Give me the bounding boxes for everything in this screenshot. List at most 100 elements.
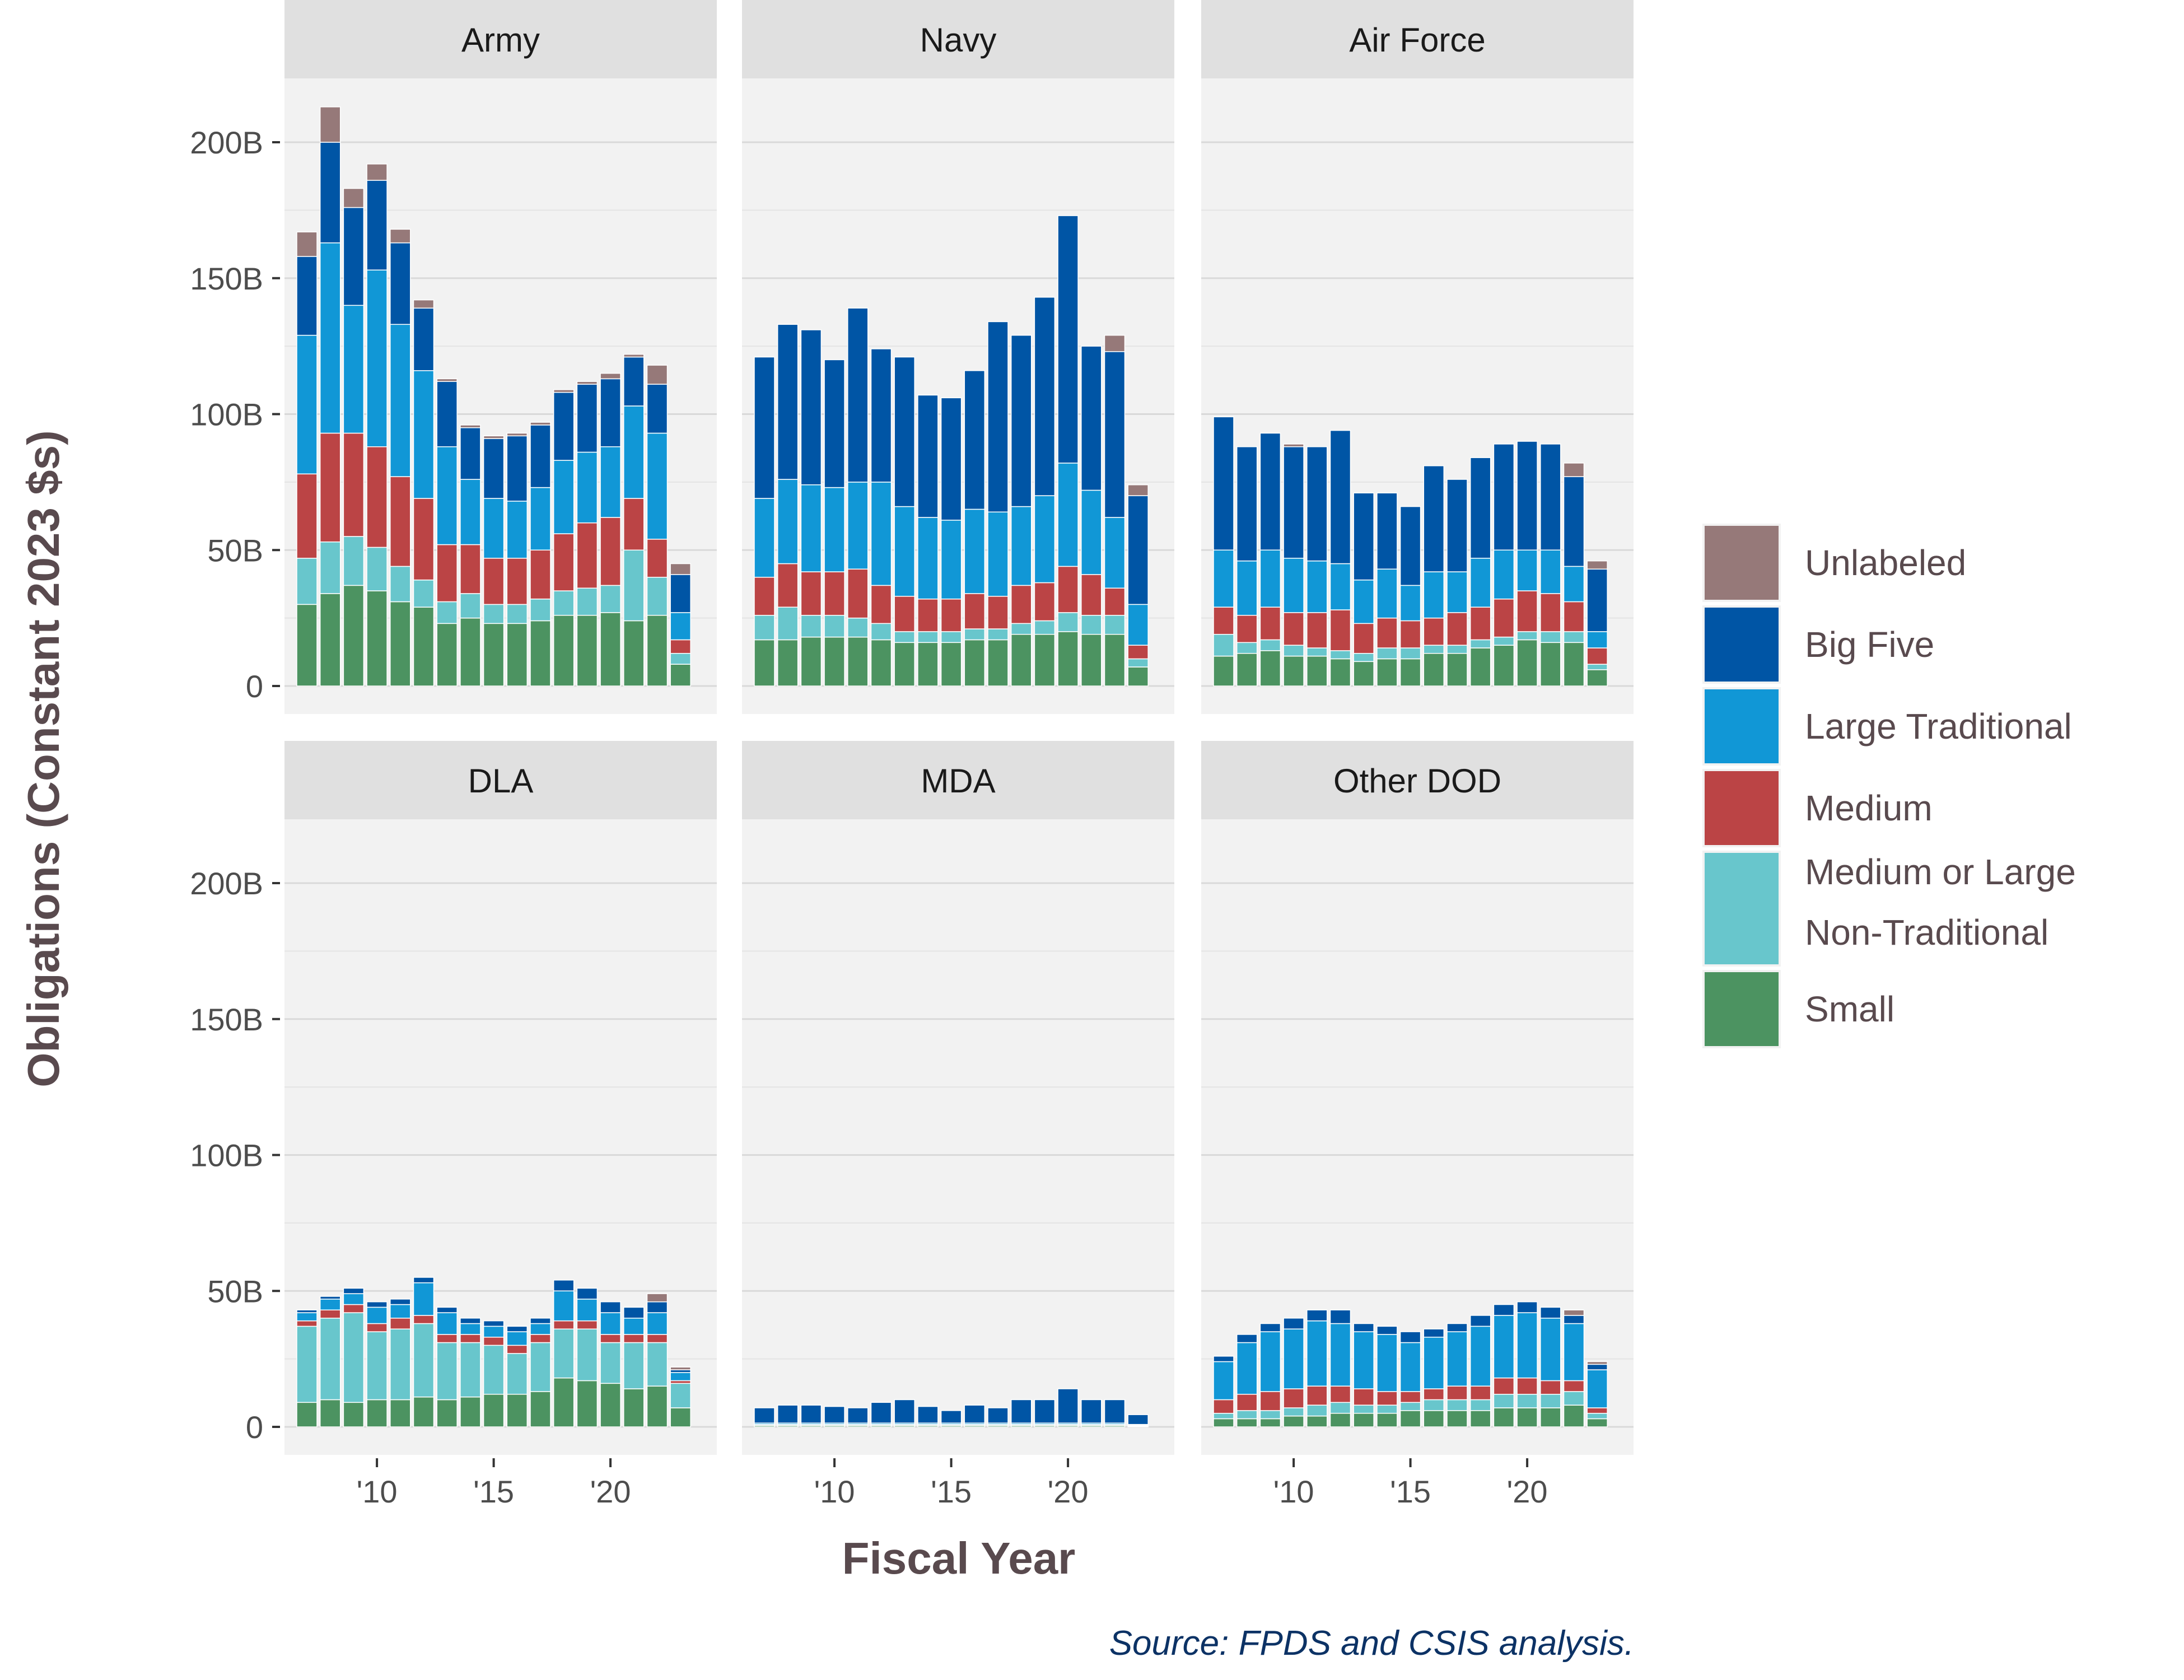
legend-label: Non-Traditional	[1805, 912, 2048, 953]
bar-segment-big-five	[506, 1326, 528, 1332]
bar-segment-small	[1540, 1407, 1561, 1427]
bar-segment-medium-or-large-non-traditional	[483, 1345, 505, 1395]
bar-segment-medium	[1423, 1388, 1445, 1401]
bar-segment-medium-or-large-non-traditional	[623, 549, 645, 622]
bar-segment-big-five	[600, 378, 621, 447]
bar-segment-medium	[870, 585, 892, 624]
bar-segment-medium	[1399, 620, 1421, 648]
bar-segment-large-traditional	[1057, 463, 1079, 567]
bar-segment-big-five	[777, 324, 799, 480]
bar-segment-medium	[1353, 1388, 1374, 1406]
bar-segment-big-five	[460, 1318, 481, 1324]
bar-segment-big-five	[1057, 215, 1079, 464]
bar-segment-big-five	[1586, 1364, 1608, 1370]
bar-segment-medium-or-large-non-traditional	[1446, 645, 1468, 654]
bar-segment-large-traditional	[1376, 1334, 1398, 1392]
bar-segment-small	[1034, 634, 1056, 687]
facet-strip-label: Other DOD	[1333, 762, 1501, 800]
bar-segment-unlabeled	[1586, 560, 1608, 570]
bar-segment-medium	[824, 571, 845, 616]
bar-segment-big-five	[1259, 432, 1281, 550]
bar-segment-medium-or-large-non-traditional	[894, 631, 915, 643]
bar-segment-large-traditional	[576, 1299, 598, 1322]
legend-label: Small	[1805, 989, 1894, 1029]
bar-segment-large-traditional	[1376, 568, 1398, 619]
bar-segment-medium-or-large-non-traditional	[436, 1342, 458, 1401]
bar-segment-unlabeled	[460, 424, 481, 428]
bar-segment-large-traditional	[777, 479, 799, 564]
bar-segment-small	[1283, 1415, 1304, 1427]
bar-segment-large-traditional	[1259, 549, 1281, 608]
bar-segment-medium	[1081, 574, 1102, 616]
bar-segment-medium	[343, 1304, 365, 1313]
bar-segment-medium-or-large-non-traditional	[623, 1342, 645, 1389]
bar-segment-big-five	[413, 1277, 435, 1284]
bar-segment-medium-or-large-non-traditional	[1353, 1404, 1374, 1414]
bar-segment-big-five	[964, 370, 986, 510]
bar-segment-big-five	[964, 1404, 986, 1424]
bar-segment-large-traditional	[940, 520, 962, 600]
bar-segment-medium-or-large-non-traditional	[319, 541, 341, 594]
bar-segment-big-five	[1104, 1399, 1126, 1424]
bar-segment-medium-or-large-non-traditional	[1423, 645, 1445, 654]
bar-segment-small	[343, 1402, 365, 1427]
bar-segment-large-traditional	[964, 508, 986, 594]
bar-segment-medium-or-large-non-traditional	[1586, 664, 1608, 670]
bar-segment-small	[1353, 661, 1374, 687]
bar-segment-medium-or-large-non-traditional	[506, 1353, 528, 1395]
bar-segment-big-five	[940, 397, 962, 521]
bar-segment-large-traditional	[1213, 549, 1234, 608]
bar-segment-medium-or-large-non-traditional	[343, 536, 365, 586]
bar-segment-big-five	[436, 381, 458, 447]
bar-segment-medium	[917, 598, 939, 632]
bar-segment-medium-or-large-non-traditional	[366, 547, 388, 591]
bar-segment-large-traditional	[1213, 1361, 1234, 1401]
bar-segment-medium-or-large-non-traditional	[413, 1323, 435, 1398]
bar-segment-big-five	[390, 1299, 411, 1305]
bar-segment-medium	[483, 558, 505, 605]
bar-segment-large-traditional	[296, 1312, 318, 1322]
bar-segment-large-traditional	[530, 487, 551, 551]
bar-segment-large-traditional	[670, 1372, 691, 1382]
bar-segment-large-traditional	[600, 446, 621, 518]
facet-strip	[284, 741, 717, 819]
bar-segment-small	[1516, 1407, 1538, 1427]
bar-segment-small	[1259, 650, 1281, 687]
bar-segment-small	[1446, 652, 1468, 687]
y-tick-label: 100B	[190, 1138, 263, 1173]
bar-segment-large-traditional	[319, 242, 341, 434]
bar-segment-medium	[1586, 1407, 1608, 1414]
bar-segment-medium	[1376, 617, 1398, 648]
bar-segment-medium-or-large-non-traditional	[1540, 631, 1561, 643]
bar-segment-big-five	[576, 384, 598, 453]
bar-segment-unlabeled	[600, 372, 621, 380]
bar-segment-medium	[506, 1345, 528, 1354]
bar-segment-unlabeled	[646, 1293, 668, 1303]
bar-segment-big-five	[1081, 346, 1102, 491]
bar-segment-big-five	[343, 1287, 365, 1294]
bar-segment-small	[1236, 1418, 1258, 1427]
bar-segment-medium-or-large-non-traditional	[1469, 639, 1491, 648]
bar-segment-big-five	[670, 574, 691, 613]
bar-segment-medium-or-large-non-traditional	[646, 577, 668, 616]
bar-segment-big-five	[1213, 1356, 1234, 1362]
facet-air-force: Air Force	[1201, 0, 1634, 714]
bar-segment-medium-or-large-non-traditional	[1127, 658, 1149, 668]
bar-segment-large-traditional	[460, 479, 481, 545]
bar-segment-big-five	[1259, 1323, 1281, 1332]
bar-segment-medium-or-large-non-traditional	[1446, 1399, 1468, 1411]
bar-segment-big-five	[894, 1399, 915, 1424]
y-tick-label: 200B	[190, 125, 263, 160]
bar-segment-unlabeled	[1563, 1309, 1585, 1316]
y-tick-label: 100B	[190, 397, 263, 432]
bar-segment-medium-or-large-non-traditional	[1213, 634, 1234, 657]
bar-segment-small	[366, 590, 388, 687]
bar-segment-small	[1329, 1412, 1351, 1427]
facet-mda: MDA	[742, 741, 1174, 1455]
bar-segment-large-traditional	[553, 460, 575, 534]
bar-segment-medium	[777, 563, 799, 608]
bar-segment-medium	[413, 498, 435, 581]
bar-segment-medium	[530, 549, 551, 600]
bar-segment-large-traditional	[1306, 1320, 1328, 1387]
x-tick-label: '10	[814, 1474, 855, 1509]
